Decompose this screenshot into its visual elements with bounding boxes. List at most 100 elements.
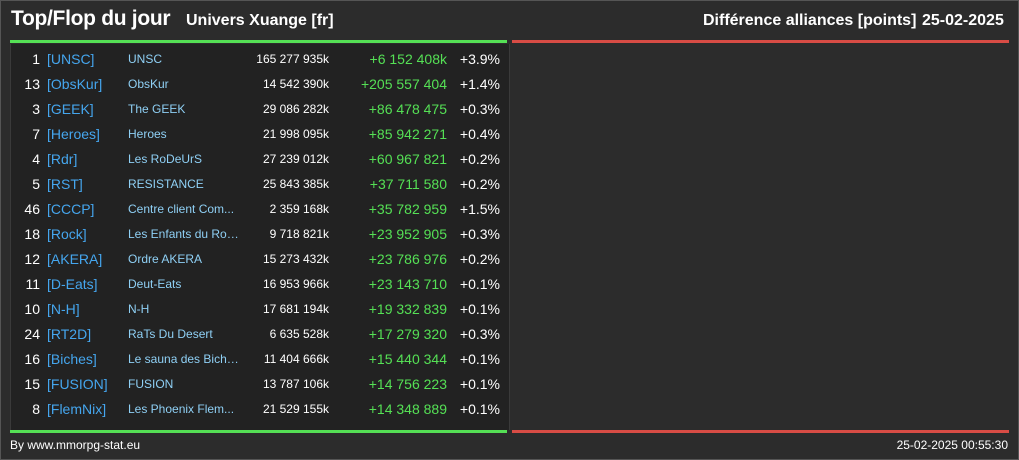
alliance-name-link[interactable]: UNSC (128, 52, 163, 66)
alliance-points: 9 718 821k (269, 227, 329, 241)
alliance-tag-link[interactable]: [CCCP] (47, 201, 95, 217)
list-item: 8 [FlemNix] Les Phoenix Flem... 21 529 155k… (10, 397, 508, 422)
page-title: Top/Flop du jour (11, 7, 171, 30)
percent-change: +0.1% (459, 401, 500, 417)
alliance-name-link[interactable]: Les RoDeUrS (128, 152, 203, 166)
points-difference: +85 942 271 (368, 126, 447, 142)
percent-change: +0.3% (459, 226, 500, 242)
points-difference: +15 440 344 (368, 351, 447, 367)
points-difference: +23 143 710 (368, 276, 447, 292)
universe-label: Univers Xuange [fr] (186, 12, 334, 29)
top-divider-green (10, 40, 507, 43)
alliance-name-link[interactable]: RESISTANCE (128, 177, 204, 191)
alliance-tag-link[interactable]: [N-H] (47, 301, 80, 317)
footer-timestamp: 25-02-2025 00:55:30 (896, 438, 1008, 452)
alliance-tag-link[interactable]: [ObsKur] (47, 76, 103, 92)
alliance-points: 27 239 012k (262, 152, 329, 166)
percent-change: +0.4% (459, 126, 500, 142)
flop-list-panel (512, 44, 1009, 430)
rank-value: 3 (32, 101, 40, 117)
points-difference: +6 152 408k (369, 51, 447, 67)
alliance-tag-link[interactable]: [FlemNix] (47, 401, 107, 417)
percent-change: +1.5% (459, 201, 500, 217)
rank-value: 4 (32, 151, 40, 167)
list-item: 1 [UNSC] UNSC 165 277 935k +6 152 408k +3.9% (10, 47, 508, 72)
rank-value: 13 (24, 76, 40, 92)
rank-value: 8 (32, 401, 40, 417)
points-difference: +205 557 404 (360, 76, 447, 92)
alliance-name-link[interactable]: Centre client Com... (128, 202, 235, 216)
points-difference: +14 348 889 (368, 401, 447, 417)
rank-value: 11 (25, 276, 40, 292)
credit-link[interactable]: By www.mmorpg-stat.eu (10, 438, 141, 452)
percent-change: +0.2% (459, 151, 500, 167)
alliance-tag-link[interactable]: [Rdr] (47, 151, 78, 167)
alliance-points: 17 681 194k (262, 302, 329, 316)
alliance-name-link[interactable]: N-H (128, 302, 150, 316)
list-item: 18 [Rock] Les Enfants du Roc... 9 718 821k +… (10, 222, 508, 247)
list-item: 24 [RT2D] RaTs Du Desert 6 635 528k +17 279 … (10, 322, 508, 347)
alliance-name-link[interactable]: Ordre AKERA (128, 252, 203, 266)
alliance-tag-link[interactable]: [AKERA] (47, 251, 103, 267)
points-difference: +35 782 959 (368, 201, 447, 217)
list-item: 5 [RST] RESISTANCE 25 843 385k +37 711 580 +0… (10, 172, 508, 197)
rank-value: 7 (32, 126, 40, 142)
points-difference: +60 967 821 (368, 151, 447, 167)
list-item: 11 [D-Eats] Deut-Eats 16 953 966k +23 143 71… (10, 272, 508, 297)
list-item: 15 [FUSION] FUSION 13 787 106k +14 756 223 +0… (10, 372, 508, 397)
rank-value: 1 (32, 51, 40, 67)
alliance-points: 15 273 432k (262, 252, 329, 266)
rank-value: 46 (24, 201, 40, 217)
points-difference: +37 711 580 (369, 176, 447, 192)
alliance-name-link[interactable]: RaTs Du Desert (128, 327, 213, 341)
alliance-tag-link[interactable]: [FUSION] (47, 376, 108, 392)
alliance-name-link[interactable]: Les Phoenix Flem... (128, 402, 235, 416)
percent-change: +3.9% (459, 51, 500, 67)
alliance-name-link[interactable]: FUSION (128, 377, 174, 391)
alliance-tag-link[interactable]: [GEEK] (47, 101, 94, 117)
top-list-panel (10, 44, 510, 430)
alliance-points: 165 277 935k (256, 52, 329, 66)
alliance-tag-link[interactable]: [Heroes] (47, 126, 100, 142)
list-item: 16 [Biches] Le sauna des Biche... 11 404 66… (10, 347, 508, 372)
alliance-name-link[interactable]: Deut-Eats (128, 277, 182, 291)
rank-value: 16 (24, 351, 40, 367)
alliance-points: 14 542 390k (262, 77, 329, 91)
alliance-tag-link[interactable]: [Biches] (47, 351, 97, 367)
alliance-name-link[interactable]: The GEEK (128, 102, 186, 116)
alliance-tag-link[interactable]: [RT2D] (47, 326, 92, 342)
points-difference: +19 332 839 (368, 301, 447, 317)
percent-change: +0.3% (459, 101, 500, 117)
alliance-name-link[interactable]: ObsKur (128, 77, 169, 91)
alliance-points: 16 953 966k (262, 277, 329, 291)
percent-change: +0.2% (459, 251, 500, 267)
rank-value: 10 (24, 301, 40, 317)
list-item: 13 [ObsKur] ObsKur 14 542 390k +205 557 404 +… (10, 72, 508, 97)
alliance-name-link[interactable]: Le sauna des Biche... (128, 352, 240, 366)
alliance-name-link[interactable]: Les Enfants du Roc... (128, 227, 240, 241)
alliance-points: 25 843 385k (262, 177, 329, 191)
rank-value: 15 (24, 376, 40, 392)
list-item: 12 [AKERA] Ordre AKERA 15 273 432k +23 786 9… (10, 247, 508, 272)
percent-change: +0.1% (459, 276, 500, 292)
percent-change: +0.1% (459, 376, 500, 392)
alliance-points: 29 086 282k (262, 102, 329, 116)
points-difference: +23 786 976 (368, 251, 447, 267)
alliance-tag-link[interactable]: [UNSC] (47, 51, 95, 67)
rank-value: 18 (24, 226, 40, 242)
alliance-tag-link[interactable]: [D-Eats] (47, 276, 98, 292)
alliance-points: 21 529 155k (262, 402, 329, 416)
list-item: 7 [Heroes] Heroes 21 998 095k +85 942 271 +0.… (10, 122, 508, 147)
alliance-tag-link[interactable]: [Rock] (47, 226, 87, 242)
points-difference: +17 279 320 (368, 326, 447, 342)
list-item: 3 [GEEK] The GEEK 29 086 282k +86 478 475 +0.… (10, 97, 508, 122)
rank-value: 12 (24, 251, 40, 267)
percent-change: +0.2% (459, 176, 500, 192)
rank-value: 24 (24, 326, 40, 342)
alliance-tag-link[interactable]: [RST] (47, 176, 83, 192)
alliance-name-link[interactable]: Heroes (128, 127, 167, 141)
points-difference: +86 478 475 (368, 101, 447, 117)
points-difference: +14 756 223 (368, 376, 447, 392)
percent-change: +0.1% (459, 351, 500, 367)
alliance-points: 2 359 168k (269, 202, 329, 216)
